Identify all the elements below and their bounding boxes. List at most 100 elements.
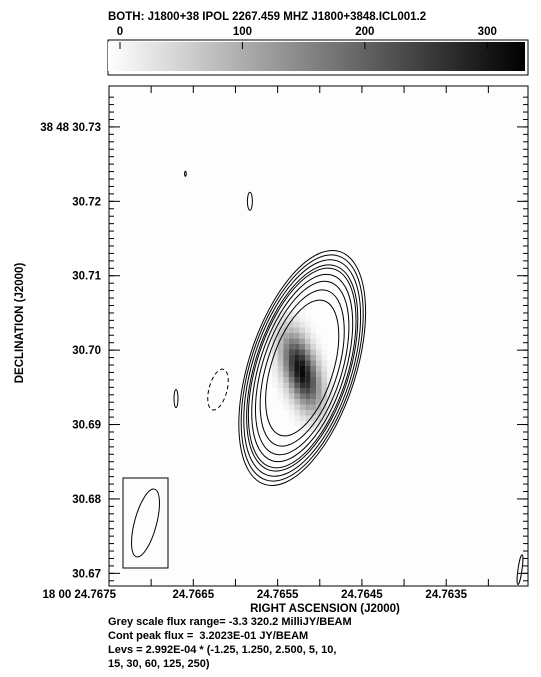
figure-title: BOTH: J1800+38 IPOL 2267.459 MHZ J1800+3… [108,11,426,23]
source-pixel [316,371,322,377]
x-tick-label: 18 00 24.7675 [42,589,116,601]
source-pixel [327,393,333,399]
source-pixel [288,311,295,317]
source-pixel [272,366,278,372]
source-pixel [299,421,306,427]
source-pixel [305,426,311,432]
source-pixel [266,316,273,322]
source-pixel [294,338,300,344]
source-pixel [299,344,306,350]
source-pixel [283,344,289,350]
source-pixel [310,404,317,410]
source-pixel [283,366,289,372]
source-pixel [288,410,295,416]
source-pixel [305,316,311,322]
source-pixel [277,333,284,339]
source-pixel [310,344,317,350]
source-pixel [266,338,273,344]
source-pixel [288,366,295,372]
source-pixel [299,388,306,394]
source-pixel [294,349,300,355]
source-pixel [294,415,300,421]
source-pixel [294,366,300,372]
source-pixel [316,360,322,366]
source-pixel [310,382,317,388]
source-pixel [316,388,322,394]
source-pixel [294,360,300,366]
x-axis: 18 00 24.7675 24.7665 24.7655 24.7645 24.763… [42,86,489,601]
source-pixel [277,338,284,344]
source-pixel [316,338,322,344]
source-pixel [288,322,295,328]
beam-frame [122,477,169,569]
source-pixel [332,410,339,416]
source-pixel [288,349,295,355]
source-pixel [310,410,317,416]
source-pixel [283,404,289,410]
noise-contour [173,389,179,408]
source-pixel [277,344,284,350]
source-pixel [294,393,300,399]
source-pixel [294,371,300,377]
x-axis-label: RIGHT ASCENSION (J2000) [250,603,400,615]
source-pixel [299,415,306,421]
source-pixel [310,371,317,377]
source-pixel [327,404,333,410]
source-pixel [299,333,306,339]
source-pixel [288,415,295,421]
source-pixel [310,338,317,344]
source-pixel [299,360,306,366]
source-pixel [310,393,317,399]
y-tick-label: 30.72 [72,196,101,208]
source-pixel [310,322,317,328]
noise-contour [184,170,187,177]
source-pixel [310,366,317,372]
source-pixel [305,388,311,394]
source-pixel [277,360,284,366]
source-pixel [305,410,311,416]
source-pixel [305,415,311,421]
colorbar-tick-label: 100 [233,26,252,38]
source-pixel [316,415,322,421]
source-pixel [272,371,278,377]
source-pixel [299,338,306,344]
source-pixel [299,382,306,388]
source-pixel [288,382,295,388]
source-pixel [305,338,311,344]
source-pixel [294,355,300,361]
source-pixel [277,388,284,394]
source-pixel [327,366,333,372]
source-pixel [299,327,306,333]
source-pixel [288,388,295,394]
source-pixel [272,322,278,328]
colorbar: 0 100 200 300 [107,26,529,76]
source-pixel [327,399,333,405]
source-pixel [294,421,300,427]
source-pixel [310,333,317,339]
source-pixel [305,366,311,372]
y-tick-label: 30.67 [72,568,101,580]
noise-contour [516,554,524,585]
source-pixel [288,333,295,339]
y-tick-label: 38 48 30.73 [40,122,101,134]
source-pixel [288,327,295,333]
source-pixel [277,371,284,377]
source-pixel [294,410,300,416]
source-pixel [288,355,295,361]
source-pixel [266,355,273,361]
source-pixel [332,426,339,432]
source-pixel [332,393,339,399]
contour-level [238,250,367,486]
colorbar-wedge [108,42,525,71]
source-pixel [277,382,284,388]
source-pixel [327,377,333,383]
colorbar-tick-label: 300 [478,26,497,38]
source-pixel [294,344,300,350]
x-tick-label: 24.7635 [425,589,467,601]
source-pixel [272,382,278,388]
source-pixel [316,404,322,410]
colorbar-tick-label: 0 [117,26,123,38]
source-pixel [283,327,289,333]
source-pixel [310,355,317,361]
